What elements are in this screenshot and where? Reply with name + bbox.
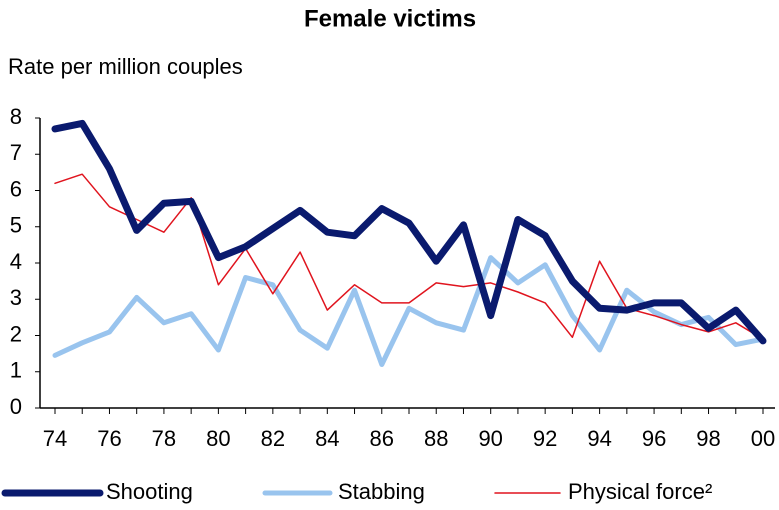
y-tick-label: 0 [10, 394, 22, 419]
x-tick-label: 86 [370, 426, 394, 451]
y-tick-label: 8 [10, 104, 22, 129]
x-tick-label: 82 [261, 426, 285, 451]
y-tick-label: 2 [10, 321, 22, 346]
y-tick-label: 5 [10, 213, 22, 238]
x-tick-label: 92 [533, 426, 557, 451]
x-tick-label: 94 [587, 426, 611, 451]
x-tick-label: 98 [696, 426, 720, 451]
x-tick-label: 76 [97, 426, 121, 451]
x-tick-label: 84 [315, 426, 339, 451]
chart-title: Female victims [304, 5, 476, 32]
chart-subtitle: Rate per million couples [8, 54, 243, 79]
legend-label: Physical force² [568, 479, 712, 504]
x-tick-label: 96 [642, 426, 666, 451]
x-tick-label: 88 [424, 426, 448, 451]
legend-label: Shooting [106, 479, 193, 504]
y-tick-label: 1 [10, 358, 22, 383]
x-tick-label: 90 [478, 426, 502, 451]
y-tick-label: 4 [10, 249, 22, 274]
series-line [54, 173, 764, 340]
x-tick-label: 78 [152, 426, 176, 451]
y-tick-label: 6 [10, 176, 22, 201]
x-tick-label: 00 [751, 426, 775, 451]
x-tick-label: 80 [206, 426, 230, 451]
y-tick-label: 7 [10, 140, 22, 165]
x-tick-label: 74 [43, 426, 67, 451]
y-tick-label: 3 [10, 285, 22, 310]
series-line [51, 119, 767, 345]
legend-label: Stabbing [338, 479, 425, 504]
series-line [52, 255, 766, 367]
